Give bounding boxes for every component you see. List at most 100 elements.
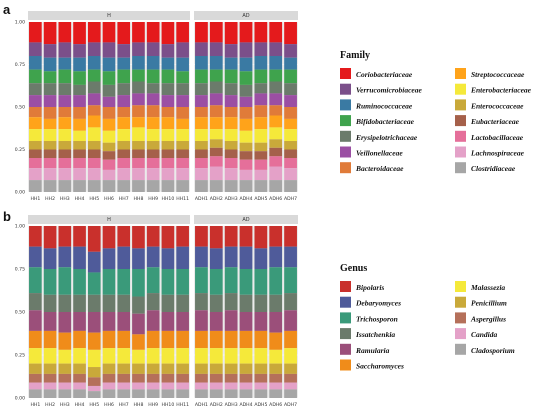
bar-segment-veillonellaceae (117, 95, 131, 107)
bar-segment-bipolaris (73, 226, 86, 247)
bar-segment-coriobacteriaceae (146, 22, 160, 43)
bar-segment-malassezia (102, 348, 116, 364)
bar-segment-erysipelotrichaceae (176, 83, 189, 96)
bar-segment-debaryomyces (269, 246, 283, 268)
bar-segment-clostridiaceae (73, 180, 86, 192)
bar-segment-ruminococcaceae (58, 57, 72, 70)
bar-segment-enterobacteriaceae (73, 130, 86, 141)
legend-item: Penicillium (455, 296, 507, 308)
legend-swatch (340, 312, 351, 324)
bar-segment-bifidobacteriaceae (254, 69, 268, 84)
x-tick-label: HH10 (162, 402, 175, 408)
bar-segment-veillonellaceae (102, 96, 116, 107)
bar-segment-malassezia (161, 348, 175, 364)
bar-segment-aspergillus (132, 373, 145, 383)
bar-HH6 (102, 226, 116, 398)
bar-segment-verrucomicrobiaceae (117, 44, 131, 58)
bar-HH8 (132, 22, 145, 192)
bar-ADH4 (239, 22, 253, 192)
x-tick-label: HH4 (75, 196, 85, 202)
bar-segment-saccharomyces (254, 330, 268, 349)
bar-segment-cladosporium (102, 389, 116, 398)
bar-segment-bacteroidaceae (161, 107, 175, 118)
bar-segment-debaryomyces (195, 246, 208, 268)
bar-segment-lachnospiraceae (117, 168, 131, 181)
bar-segment-coriobacteriaceae (161, 22, 175, 45)
bar-segment-penicillium (239, 363, 253, 374)
bar-segment-verrucomicrobiaceae (132, 42, 145, 56)
bar-segment-debaryomyces (161, 248, 175, 269)
bar-segment-ruminococcaceae (161, 57, 175, 70)
bar-segment-streptococcaceae (284, 118, 297, 130)
bar-segment-ruminococcaceae (209, 56, 223, 70)
bar-segment-cladosporium (87, 391, 101, 398)
bar-segment-verrucomicrobiaceae (284, 44, 297, 58)
bar-segment-coriobacteriaceae (117, 22, 131, 45)
bar-segment-bifidobacteriaceae (161, 69, 175, 84)
bar-segment-erysipelotrichaceae (58, 83, 72, 96)
bar-segment-streptococcaceae (73, 118, 86, 131)
bar-segment-trichosporon (58, 267, 72, 295)
x-tick-label: ADH2 (210, 402, 223, 408)
bar-segment-debaryomyces (254, 248, 268, 269)
bar-segment-enterobacteriaceae (132, 127, 145, 141)
bar-segment-eubacteriaceae (209, 147, 223, 157)
legend-item: Issatchenkia (340, 328, 395, 340)
legend-item: Enterococcaceae (455, 99, 524, 111)
bar-segment-trichosporon (161, 269, 175, 295)
bar-segment-cladosporium (209, 389, 223, 398)
bar-segment-erysipelotrichaceae (73, 84, 86, 96)
bar-segment-enterococcaceae (176, 141, 189, 150)
bar-segment-candida (224, 382, 238, 390)
bar-segment-veillonellaceae (43, 95, 57, 107)
bar-segment-clostridiaceae (117, 180, 131, 192)
bar-segment-lactobacillaceae (224, 158, 238, 169)
bar-segment-malassezia (239, 348, 253, 364)
bar-segment-penicillium (224, 363, 238, 374)
bar-segment-candida (161, 382, 175, 390)
bar-segment-penicillium (117, 363, 131, 374)
x-tick-label: HH1 (30, 196, 40, 202)
bar-segment-issatchenkia (161, 294, 175, 312)
bar-segment-bipolaris (224, 226, 238, 247)
legend-label: Bifidobacteriaceae (355, 117, 415, 126)
bar-segment-lachnospiraceae (87, 168, 101, 181)
bar-segment-candida (29, 382, 42, 390)
bar-segment-cladosporium (239, 389, 253, 398)
bar-segment-coriobacteriaceae (102, 22, 116, 43)
bar-segment-ramularia (102, 312, 116, 331)
legend-item: Bifidobacteriaceae (340, 115, 415, 127)
legend-item: Bipolaris (340, 281, 384, 292)
legend-item: Candida (455, 328, 498, 340)
x-tick-label: HH9 (148, 402, 158, 408)
bar-segment-coriobacteriaceae (254, 22, 268, 43)
bar-segment-verrucomicrobiaceae (146, 42, 160, 56)
bar-segment-lachnospiraceae (58, 168, 72, 181)
bar-segment-candida (176, 382, 189, 390)
bar-segment-ruminococcaceae (43, 57, 57, 72)
bar-segment-ruminococcaceae (73, 57, 86, 72)
x-tick-label: ADH6 (269, 402, 282, 408)
bar-segment-bipolaris (146, 226, 160, 247)
bar-segment-enterococcaceae (43, 141, 57, 150)
legend-label: Lachnospiraceae (470, 149, 525, 158)
bar-segment-cladosporium (43, 389, 57, 398)
bar-segment-aspergillus (29, 373, 42, 383)
bar-segment-ruminococcaceae (239, 57, 253, 72)
y-tick-label: 0.50 (15, 105, 25, 111)
bar-segment-erysipelotrichaceae (224, 83, 238, 96)
bar-segment-enterococcaceae (284, 141, 297, 150)
bar-segment-candida (284, 382, 297, 390)
bar-segment-enterococcaceae (224, 141, 238, 150)
bar-segment-lactobacillaceae (58, 158, 72, 169)
legend-label: Erysipelotrichaceae (355, 133, 418, 142)
legend-swatch (340, 83, 351, 95)
bar-segment-penicillium (87, 367, 101, 378)
legend-title: Genus (340, 263, 367, 274)
bar-segment-enterobacteriaceae (195, 129, 208, 141)
bar-ADH1 (195, 226, 208, 398)
bar-segment-lactobacillaceae (209, 156, 223, 167)
bar-segment-enterobacteriaceae (239, 130, 253, 143)
x-tick-label: ADH1 (195, 402, 208, 408)
bar-segment-issatchenkia (43, 294, 57, 312)
